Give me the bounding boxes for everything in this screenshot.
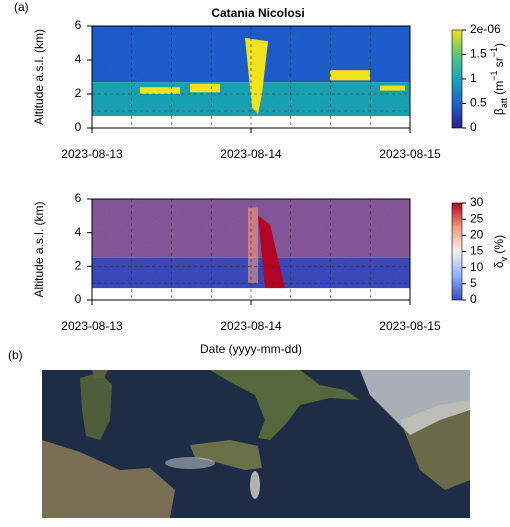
colorbar-label-part: (m	[492, 81, 506, 98]
y-tick-label: 0	[75, 292, 82, 306]
y-tick-label: 6	[75, 191, 82, 205]
x-tick-label: 2023-08-15	[379, 147, 441, 161]
corsica	[92, 370, 108, 378]
chart: Altitude a.s.l. (km) Date (yyyy-mm-dd) 0 2 4…	[32, 191, 509, 356]
x-tick-label: 2023-08-14	[220, 147, 282, 161]
colorbar-label-part: −1	[489, 71, 499, 81]
colorbar-label-part: β	[492, 108, 506, 115]
heat-feature	[330, 70, 370, 81]
heat-feature	[190, 83, 220, 93]
colorbar-tick-label: 5	[470, 276, 477, 290]
colorbar-tick-label: 25	[470, 211, 484, 225]
heat-feature	[248, 207, 258, 284]
colorbar-label: βatt (m−1 sr−1)	[489, 43, 509, 115]
heat-feature	[258, 215, 285, 289]
sardinia	[80, 372, 112, 440]
colorbar-label-part: sr	[492, 57, 506, 70]
x-tick-label: 2023-08-15	[379, 319, 441, 333]
colorbar-tick-label: 0	[470, 120, 477, 134]
colorbar	[451, 29, 463, 129]
plots: Catania Nicolosi Altitude a.s.l. (km) 0 2 4 6…	[32, 6, 509, 356]
x-axis-label: Date (yyyy-mm-dd)	[200, 342, 302, 356]
clouds	[165, 457, 215, 469]
colorbar-tick-label: 10	[470, 260, 484, 274]
colorbar-tick-label: 15	[470, 244, 484, 258]
y-tick-label: 4	[75, 52, 82, 66]
colorbar-tick-label: 0	[470, 292, 477, 306]
colorbar-tick-label: 30	[470, 195, 484, 209]
clouds	[360, 370, 470, 435]
colorbar-label: δv (%)	[492, 235, 509, 268]
colorbar-tick-label: 1	[470, 71, 477, 85]
colorbar-label-part: att	[499, 98, 509, 109]
y-axis-label: Altitude a.s.l. (km)	[32, 29, 46, 125]
x-tick-label: 2023-08-13	[61, 319, 123, 333]
x-tick-label: 2023-08-13	[61, 147, 123, 161]
colorbar-label-part: (%)	[492, 235, 506, 257]
plot-frame	[91, 198, 411, 301]
panel-label: (b)	[8, 348, 23, 362]
italy	[210, 370, 360, 440]
colorbar-label-part: −1	[489, 47, 499, 57]
satellite-image	[42, 370, 470, 518]
y-tick-label: 2	[75, 259, 82, 273]
colorbar-tick-label: 20	[470, 228, 484, 242]
colorbar-label-part: δ	[492, 261, 506, 268]
y-tick-label: 6	[75, 18, 82, 32]
no-data	[92, 288, 410, 300]
colorbar-tick-label: 1.5	[470, 47, 487, 61]
plume	[250, 471, 260, 499]
panel-label: (a)	[14, 0, 29, 14]
chart: Catania Nicolosi Altitude a.s.l. (km) 0 2 4 6…	[32, 6, 509, 161]
colorbar-tick-label: 0.5	[470, 96, 487, 110]
sicily	[190, 440, 262, 470]
y-tick-label: 4	[75, 225, 82, 239]
plot-frame	[91, 25, 411, 129]
colorbar	[451, 202, 463, 301]
y-tick-label: 2	[75, 86, 82, 100]
y-tick-label: 0	[75, 120, 82, 134]
tunisia	[42, 440, 175, 518]
y-axis-label: Altitude a.s.l. (km)	[32, 201, 46, 297]
heat-feature	[380, 85, 405, 91]
chart-title: Catania Nicolosi	[211, 6, 304, 20]
colorbar-label-part: )	[492, 43, 506, 47]
x-tick-label: 2023-08-14	[220, 319, 282, 333]
colorbar-tick-label: 2e-06	[470, 22, 501, 36]
heat-feature	[140, 87, 180, 94]
colorbar-label-part: v	[499, 256, 509, 261]
